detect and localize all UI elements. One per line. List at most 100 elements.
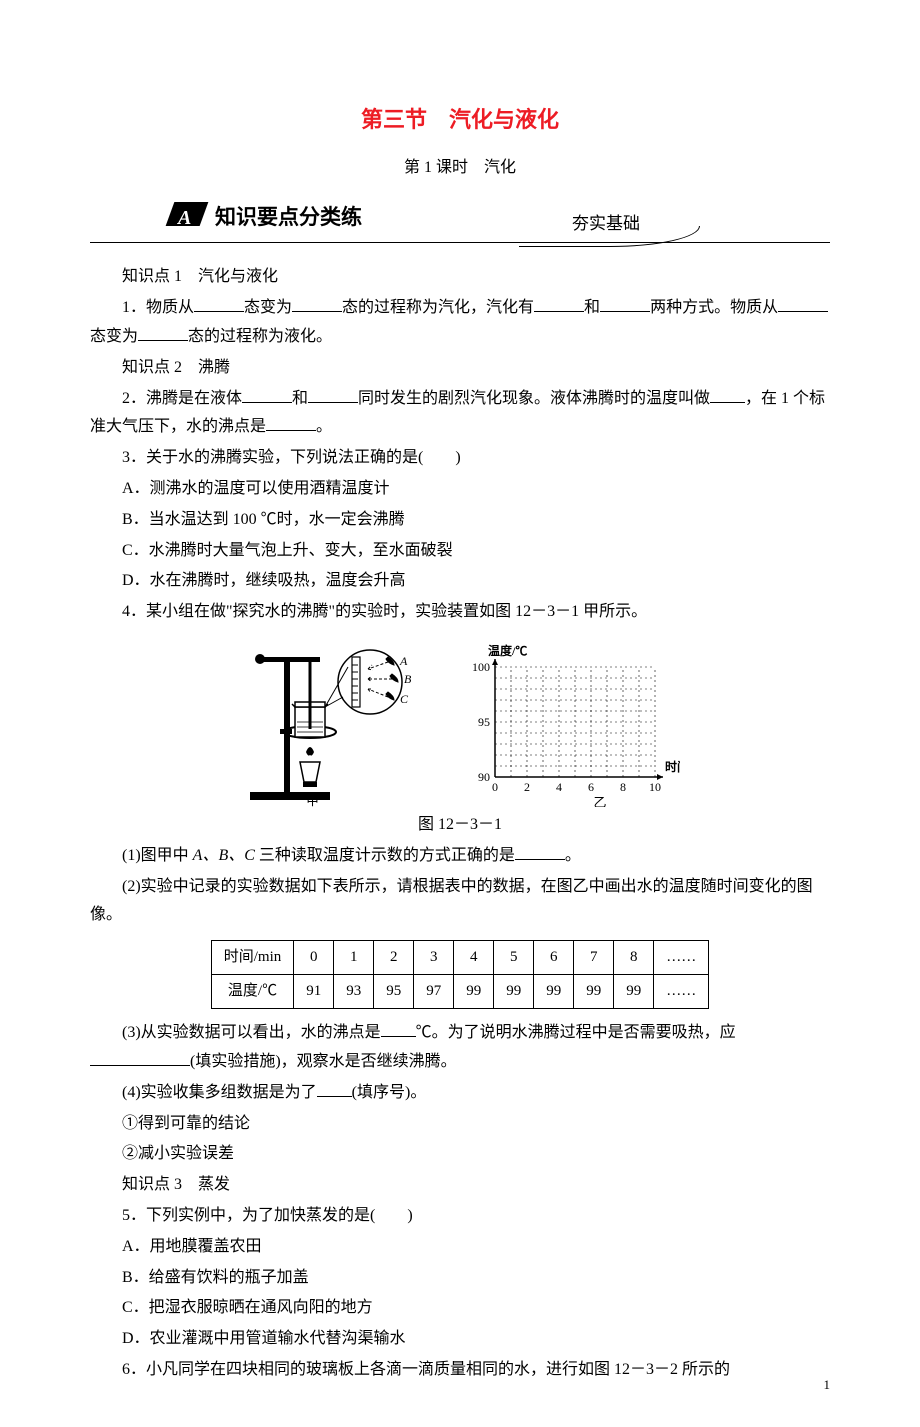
q2-a: 和 xyxy=(292,390,308,407)
svg-text:2: 2 xyxy=(524,780,530,794)
q4-p3-a: (3)从实验数据可以看出，水的沸点是 xyxy=(122,1024,381,1041)
table-cell: …… xyxy=(654,941,709,975)
svg-text:时间/min: 时间/min xyxy=(665,759,680,774)
table-cell: 8 xyxy=(614,941,654,975)
table-row: 时间/min 012345678…… xyxy=(211,941,709,975)
table-cell: 99 xyxy=(534,975,574,1009)
figure-row: A B C 甲 温度/℃90951000246810时间/min乙 xyxy=(90,637,830,807)
svg-text:10: 10 xyxy=(649,780,661,794)
blank xyxy=(242,386,292,403)
table-cell: 1 xyxy=(334,941,374,975)
blank xyxy=(90,1049,190,1066)
svg-text:6: 6 xyxy=(588,780,594,794)
svg-text:B: B xyxy=(404,672,412,686)
q4-p1-post: 三种读取温度计示数的方式正确的是 xyxy=(259,847,515,864)
kp2-heading: 知识点 2 沸腾 xyxy=(90,354,830,383)
q4-p3-c: (填实验措施)，观察水是否继续沸腾。 xyxy=(190,1053,457,1070)
q4-p4-b: (填序号)。 xyxy=(352,1084,427,1101)
q3-optB: B．当水温达到 100 ℃时，水一定会沸腾 xyxy=(90,506,830,535)
svg-text:A: A xyxy=(399,654,408,668)
figure-caption: 图 12－3－1 xyxy=(90,811,830,840)
blank xyxy=(194,295,244,312)
table-cell: 2 xyxy=(374,941,414,975)
blank xyxy=(266,414,316,431)
blank xyxy=(600,295,650,312)
q4-p4-o2: ②减小实验误差 xyxy=(90,1140,830,1169)
q1-pre: 1．物质从 xyxy=(122,299,194,316)
kp3-heading: 知识点 3 蒸发 xyxy=(90,1171,830,1200)
table-cell: 99 xyxy=(494,975,534,1009)
table-head-temp: 温度/℃ xyxy=(211,975,294,1009)
kp1-heading: 知识点 1 汽化与液化 xyxy=(90,263,830,292)
svg-text:乙: 乙 xyxy=(593,795,606,807)
fig-left-label: 甲 xyxy=(306,793,319,807)
q5-stem: 5．下列实例中，为了加快蒸发的是( ) xyxy=(90,1202,830,1231)
table-cell: 5 xyxy=(494,941,534,975)
q4-p4-o1: ①得到可靠的结论 xyxy=(90,1110,830,1139)
q1-e: 态变为 xyxy=(90,328,138,345)
temperature-chart: 温度/℃90951000246810时间/min乙 xyxy=(460,637,680,807)
q4-p3: (3)从实验数据可以看出，水的沸点是 ℃。为了说明水沸腾过程中是否需要吸热，应 (填… xyxy=(90,1019,830,1077)
q4-p1-end: 。 xyxy=(565,847,581,864)
q5-optB: B．给盛有饮料的瓶子加盖 xyxy=(90,1264,830,1293)
blank xyxy=(534,295,584,312)
svg-text:8: 8 xyxy=(620,780,626,794)
q1-f: 态的过程称为液化。 xyxy=(188,328,332,345)
page-number: 1 xyxy=(824,1373,831,1396)
q3-optD: D．水在沸腾时，继续吸热，温度会升高 xyxy=(90,567,830,596)
q4-p1-pre: (1)图甲中 xyxy=(122,847,193,864)
table-cell: 97 xyxy=(414,975,454,1009)
table-cell: 99 xyxy=(574,975,614,1009)
data-table: 时间/min 012345678…… 温度/℃ 9193959799999999… xyxy=(211,940,710,1009)
table-cell: 0 xyxy=(294,941,334,975)
q1-b: 态的过程称为汽化，汽化有 xyxy=(342,299,534,316)
q6-stem: 6．小凡同学在四块相同的玻璃板上各滴一滴质量相同的水，进行如图 12－3－2 所… xyxy=(90,1356,830,1385)
table-cell: 6 xyxy=(534,941,574,975)
q3-optC: C．水沸腾时大量气泡上升、变大，至水面破裂 xyxy=(90,537,830,566)
q2-pre: 2．沸腾是在液体 xyxy=(122,390,242,407)
q2-d: 。 xyxy=(316,418,332,435)
blank xyxy=(317,1080,352,1097)
q1-d: 两种方式。物质从 xyxy=(650,299,778,316)
q1-text: 1．物质从态变为态的过程称为汽化，汽化有和两种方式。物质从态变为态的过程称为液化… xyxy=(90,294,830,352)
table-cell: 4 xyxy=(454,941,494,975)
q1-c: 和 xyxy=(584,299,600,316)
svg-text:4: 4 xyxy=(556,780,562,794)
q5-optA: A．用地膜覆盖农田 xyxy=(90,1233,830,1262)
table-cell: 3 xyxy=(414,941,454,975)
table-cell: 99 xyxy=(454,975,494,1009)
svg-text:温度/℃: 温度/℃ xyxy=(488,643,527,658)
section-title: 第三节 汽化与液化 xyxy=(90,100,830,140)
table-cell: …… xyxy=(654,975,709,1009)
blank xyxy=(710,386,745,403)
apparatus-figure: A B C 甲 xyxy=(240,637,430,807)
q5-optD: D．农业灌溉中用管道输水代替沟渠输水 xyxy=(90,1325,830,1354)
q4-p2: (2)实验中记录的实验数据如下表所示，请根据表中的数据，在图乙中画出水的温度随时… xyxy=(90,873,830,931)
table-cell: 99 xyxy=(614,975,654,1009)
q4-p3-b: ℃。为了说明水沸腾过程中是否需要吸热，应 xyxy=(416,1024,736,1041)
q4-p1-labels: A、B、C xyxy=(193,847,259,864)
blank xyxy=(381,1020,416,1037)
table-cell: 93 xyxy=(334,975,374,1009)
svg-text:C: C xyxy=(400,692,409,706)
section-banner: A 知识要点分类练 夯实基础 xyxy=(90,202,830,243)
banner-heading: 知识要点分类练 xyxy=(215,199,362,237)
banner-decor-arc xyxy=(519,226,700,247)
q4-p4: (4)实验收集多组数据是为了 (填序号)。 xyxy=(90,1079,830,1108)
q4-stem: 4．某小组在做"探究水的沸腾"的实验时，实验装置如图 12－3－1 甲所示。 xyxy=(90,598,830,627)
q3-optA: A．测沸水的温度可以使用酒精温度计 xyxy=(90,475,830,504)
q3-stem: 3．关于水的沸腾实验，下列说法正确的是( ) xyxy=(90,444,830,473)
q4-p4-a: (4)实验收集多组数据是为了 xyxy=(122,1084,317,1101)
q2-b: 同时发生的剧烈汽化现象。液体沸腾时的温度叫做 xyxy=(358,390,710,407)
banner-badge-letter: A xyxy=(178,200,191,236)
svg-text:95: 95 xyxy=(478,715,490,729)
blank xyxy=(138,324,188,341)
svg-text:100: 100 xyxy=(472,660,490,674)
table-cell: 7 xyxy=(574,941,614,975)
blank xyxy=(292,295,342,312)
blank xyxy=(308,386,358,403)
blank xyxy=(778,295,828,312)
q1-a: 态变为 xyxy=(244,299,292,316)
q5-optC: C．把湿衣服晾晒在通风向阳的地方 xyxy=(90,1294,830,1323)
table-cell: 91 xyxy=(294,975,334,1009)
